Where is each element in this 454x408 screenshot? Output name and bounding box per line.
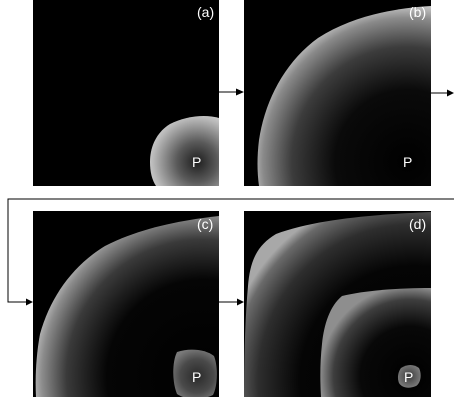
panel-a: (a) P — [33, 0, 219, 186]
panel-a-label: (a) — [197, 4, 214, 20]
panel-b-front — [257, 6, 431, 186]
panel-c-front — [35, 216, 219, 397]
panel-c-new-front — [173, 349, 217, 397]
arrow-a-to-b — [219, 88, 244, 96]
arrow-c-to-d — [219, 298, 244, 306]
panel-c: (c) P — [33, 211, 219, 397]
panel-d-label: (d) — [409, 216, 426, 232]
panel-a-front — [150, 116, 219, 186]
panel-a-point-label: P — [192, 154, 201, 170]
panel-c-label: (c) — [197, 216, 213, 232]
panel-d: (d) P — [244, 211, 431, 397]
panel-b-label: (b) — [409, 4, 426, 20]
panel-d-new-front — [397, 365, 421, 388]
panel-c-point-label: P — [192, 369, 201, 385]
panel-d-point-label: P — [404, 369, 413, 385]
panel-b-point-label: P — [403, 154, 412, 170]
panel-b: (b) P — [244, 0, 431, 186]
arrow-b-to-c — [7, 89, 454, 306]
